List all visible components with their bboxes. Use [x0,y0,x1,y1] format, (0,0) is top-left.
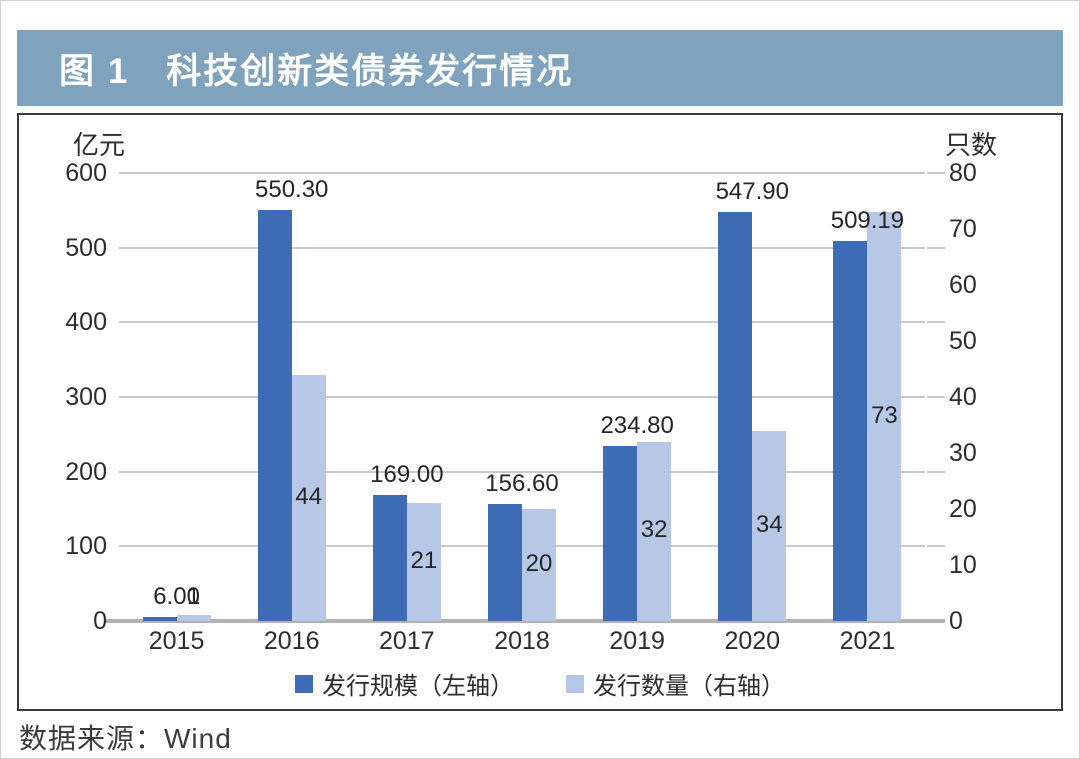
value-label-issuance-scale-2021: 509.19 [830,206,905,234]
x-tick-2019: 2019 [609,627,665,655]
x-tick-2015: 2015 [148,627,205,655]
gridline [119,172,925,174]
bar-issuance-scale-2016 [257,210,292,621]
bar-issuance-count-2017 [406,503,441,621]
y-tick-right: 40 [949,383,977,411]
value-label-issuance-scale-2019: 234.80 [600,411,674,439]
y-tick-right: 30 [949,439,977,467]
y-tick-left: 600 [65,159,107,187]
y-tick-right: 0 [949,607,963,635]
y-tick-left: 0 [93,607,107,635]
bar-issuance-scale-2017 [372,494,407,621]
value-label-issuance-count-2021: 73 [871,401,898,429]
gridline [119,246,925,249]
gridline [119,470,925,473]
right-tick-mark [927,172,945,174]
bar-issuance-scale-2021 [833,240,868,621]
value-label-issuance-count-2016: 44 [295,482,323,510]
bar-issuance-scale-2019 [603,445,638,621]
plot-area: 0 100 200 300 400 500 600 0 10 20 30 40 50 60 70 80 6.00… [19,115,1061,709]
gridline [119,396,925,398]
value-label-issuance-count-2015: 1 [186,583,201,611]
y-tick-left: 100 [65,532,107,561]
y-tick-left: 500 [65,233,107,262]
right-tick-mark [927,545,945,548]
bar-issuance-count-2018 [522,509,556,621]
value-label-issuance-count-2019: 32 [640,516,668,544]
value-label-issuance-scale-2018: 156.60 [485,470,559,498]
y-tick-right: 70 [949,215,977,243]
left-axis-unit-label: 亿元 [73,130,126,160]
value-label-issuance-count-2018: 20 [525,550,553,577]
y-tick-right: 80 [949,159,977,187]
bar-issuance-count-2019 [637,441,672,621]
legend-label-issuance-scale: 发行规模（左轴） [322,673,514,700]
y-tick-left: 300 [65,383,107,411]
value-label-issuance-scale-2020: 547.90 [715,177,789,205]
right-tick-mark [927,246,945,249]
bar-issuance-count-2020 [752,430,787,621]
right-tick-mark [927,321,945,324]
y-tick-right: 20 [949,495,977,523]
figure-title: 图 1 科技创新类债券发行情况 [59,51,574,91]
value-label-issuance-count-2017: 21 [410,547,438,575]
x-tick-2021: 2021 [839,627,896,655]
y-tick-right: 50 [949,327,977,355]
legend-item-issuance-count: 发行数量（右轴） [566,666,785,701]
figure-title-band: 图 1 科技创新类债券发行情况 [17,30,1063,106]
value-label-issuance-count-2020: 34 [755,510,783,538]
legend-label-issuance-count: 发行数量（右轴） [593,673,785,700]
x-tick-2020: 2020 [724,627,781,655]
bar-issuance-count-2021 [867,212,902,621]
x-tick-2017: 2017 [379,627,435,655]
chart-frame: 亿元 只数 0 100 200 300 400 500 600 0 10 20 30 40 50 60 70… [17,113,1063,711]
x-axis-line [105,619,945,623]
value-label-issuance-scale-2016: 550.30 [255,176,329,204]
y-tick-left: 400 [65,308,107,337]
y-tick-right: 60 [949,271,977,299]
y-tick-left: 200 [65,457,107,486]
x-tick-2016: 2016 [263,627,320,655]
y-tick-right: 10 [949,551,977,579]
bar-issuance-scale-2020 [718,211,753,621]
chart-legend: 发行规模（左轴） 发行数量（右轴） [19,666,1061,701]
legend-item-issuance-scale: 发行规模（左轴） [295,666,514,701]
right-tick-mark [927,470,945,473]
value-label-issuance-scale-2017: 169.00 [370,460,444,488]
data-source-note: 数据来源：Wind [19,723,232,754]
legend-swatch-issuance-count [566,674,584,693]
bar-issuance-count-2015 [176,615,211,621]
x-tick-2018: 2018 [494,627,550,655]
value-label-issuance-scale-2015: 6.00 [153,582,200,610]
gridline [119,321,925,324]
bar-issuance-scale-2018 [488,504,522,621]
legend-swatch-issuance-scale [295,674,313,693]
bar-issuance-count-2016 [291,374,326,621]
right-axis-unit-label: 只数 [945,130,998,160]
right-tick-mark [927,396,945,398]
bar-issuance-scale-2015 [142,616,177,621]
